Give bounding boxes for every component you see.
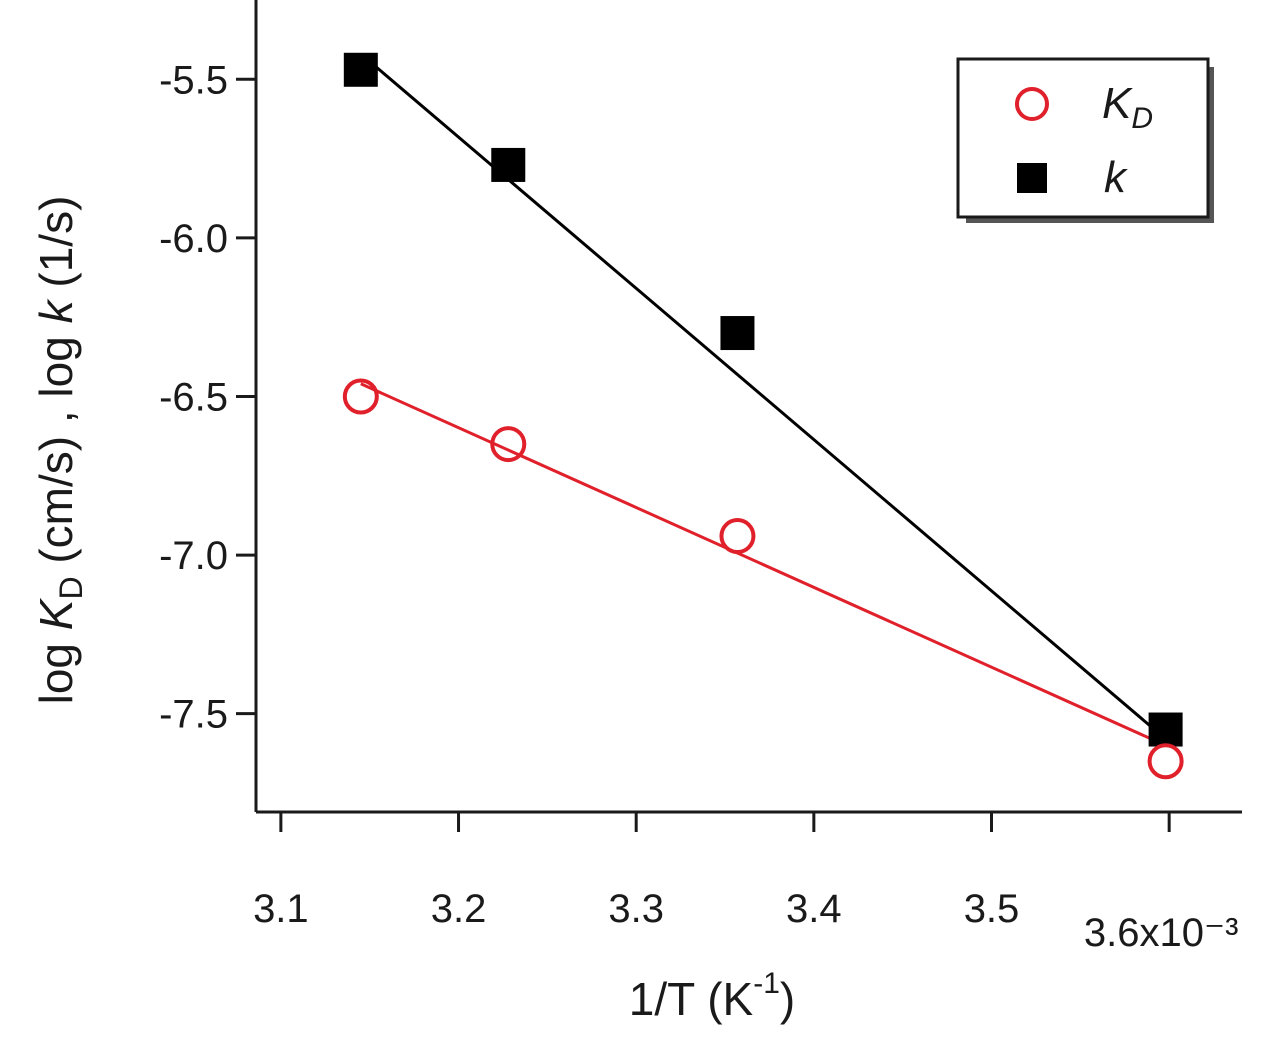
- kd-point-2: [719, 518, 756, 555]
- y-axis-ticks: -5.5 -6.0 -6.5 -7.0 -7.5: [159, 58, 256, 737]
- y-title-end: (1/s): [30, 196, 82, 301]
- legend: KD k: [956, 57, 1214, 223]
- legend-box: [956, 57, 1210, 219]
- axes: [254, 0, 1242, 814]
- x-tick-label-2: 3.3: [608, 887, 664, 931]
- x-axis-ticks: 3.1 3.2 3.3 3.4 3.5 3.6x10⁻³: [253, 812, 1238, 955]
- fit-line-kd: [360, 382, 1167, 747]
- y-tick-label-0: -5.5: [159, 58, 228, 102]
- x-tick-label-4: 3.5: [964, 887, 1020, 931]
- y-tick-label-2: -6.5: [159, 375, 228, 419]
- kd-point-3: [1147, 743, 1184, 780]
- legend-kd-label: KD: [1102, 79, 1153, 135]
- x-title-base: 1/T (K: [629, 973, 754, 1025]
- x-axis-title: 1/T (K-1): [629, 967, 795, 1025]
- x-tick-label-3: 3.4: [786, 887, 842, 931]
- legend-kd-marker: [1015, 87, 1049, 121]
- y-title-mid: (cm/s) , log: [30, 323, 82, 576]
- y-title-log1: log: [30, 630, 82, 704]
- legend-kd-sub: D: [1131, 102, 1153, 135]
- legend-k-marker: [1017, 163, 1047, 193]
- y-tick-label-3: -7.0: [159, 534, 228, 578]
- kd-point-0: [342, 378, 379, 415]
- y-title-D-sub: D: [53, 576, 89, 599]
- y-title-K: K: [30, 597, 82, 630]
- x-tick-label-5: 3.6x10⁻³: [1084, 911, 1239, 955]
- data-markers: [342, 52, 1184, 780]
- x-title-sup: -1: [753, 967, 780, 1000]
- k-point-0: [343, 52, 378, 87]
- legend-kd-main: K: [1102, 79, 1133, 128]
- legend-k-label: k: [1104, 153, 1128, 202]
- x-title-close: ): [780, 973, 795, 1025]
- x-tick-label-0: 3.1: [253, 887, 309, 931]
- k-point-3: [1148, 712, 1183, 747]
- y-axis-title: log KD (cm/s) , log k (1/s): [30, 196, 89, 705]
- y-tick-label-1: -6.0: [159, 217, 228, 261]
- kd-point-1: [490, 426, 527, 463]
- y-tick-label-4: -7.5: [159, 693, 228, 737]
- k-point-2: [720, 316, 755, 351]
- y-title-k: k: [30, 298, 82, 323]
- x-tick-label-1: 3.2: [431, 887, 487, 931]
- k-point-1: [491, 147, 526, 182]
